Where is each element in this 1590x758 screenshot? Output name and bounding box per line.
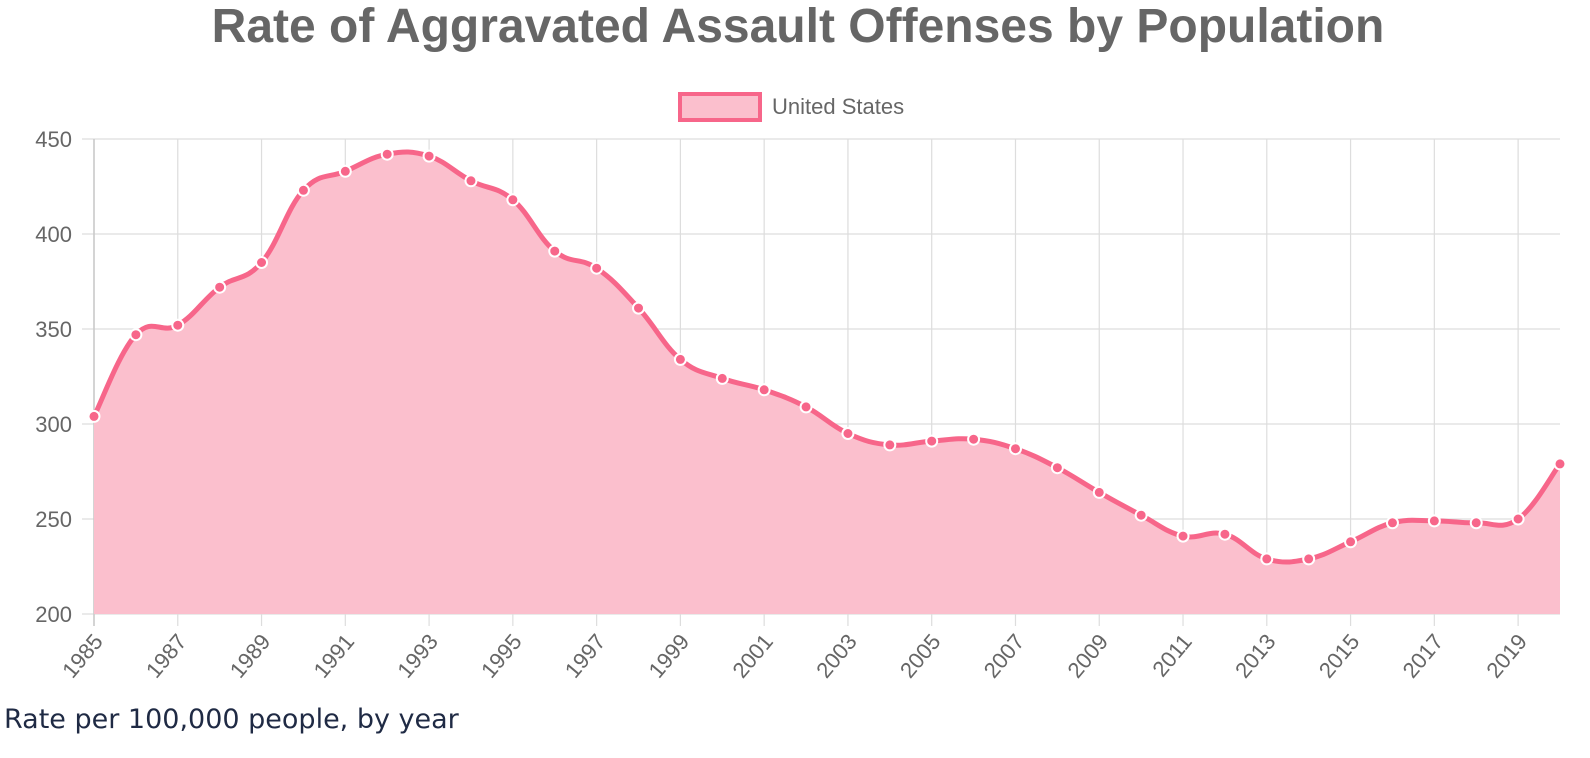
data-point: [422, 149, 436, 163]
x-tick-label: 1999: [644, 629, 695, 683]
data-point: [1344, 535, 1358, 549]
data-point: [87, 409, 101, 423]
data-point: [715, 371, 729, 385]
legend-label-united-states: United States: [772, 94, 904, 119]
data-point: [380, 147, 394, 161]
y-tick-label: 450: [35, 127, 72, 152]
data-point: [1008, 442, 1022, 456]
x-tick-label: 2017: [1398, 629, 1449, 683]
x-tick-label: 2015: [1314, 629, 1365, 683]
x-tick-label: 2005: [895, 629, 946, 683]
x-tick-label: 1985: [57, 629, 108, 683]
x-tick-label: 1995: [476, 629, 527, 683]
data-point: [967, 432, 981, 446]
y-axis-ticks: 200 250 300 350 400 450: [35, 127, 72, 627]
data-point: [213, 280, 227, 294]
data-points: [87, 147, 1567, 566]
x-axis-ticks: 1985 1987 1989 1991 1993 1995 1997 1999 2001 2003…: [57, 629, 1532, 683]
data-point: [1218, 527, 1232, 541]
data-point: [548, 244, 562, 258]
data-point: [296, 183, 310, 197]
legend-swatch: [678, 92, 762, 122]
y-tick-label: 250: [35, 507, 72, 532]
data-point: [757, 383, 771, 397]
area-fill: [94, 151, 1560, 614]
x-tick-label: 1997: [560, 629, 611, 683]
data-point: [1176, 529, 1190, 543]
data-point: [632, 301, 646, 315]
data-point: [255, 256, 269, 269]
x-tick-label: 2003: [811, 629, 862, 683]
x-tick-label: 1993: [392, 629, 443, 683]
data-point: [925, 434, 939, 448]
x-tick-label: 1987: [141, 629, 192, 683]
data-point: [1511, 512, 1525, 526]
data-point: [506, 193, 520, 207]
data-point: [171, 318, 185, 332]
data-point: [1134, 508, 1148, 522]
x-tick-label: 2019: [1481, 629, 1532, 683]
data-point: [1427, 514, 1441, 528]
data-point: [1260, 552, 1274, 566]
data-point: [338, 164, 352, 178]
x-tick-label: 2013: [1230, 629, 1281, 683]
y-tick-label: 200: [35, 602, 72, 627]
data-point: [1092, 485, 1106, 499]
data-point: [841, 427, 855, 440]
data-point: [799, 400, 813, 414]
legend[interactable]: United States: [678, 92, 904, 122]
data-point: [1302, 552, 1316, 566]
y-tick-label: 400: [35, 222, 72, 247]
data-point: [129, 328, 143, 342]
x-tick-label: 1991: [309, 629, 360, 683]
x-tick-label: 2001: [727, 629, 778, 683]
data-point: [590, 261, 604, 275]
chart-title: Rate of Aggravated Assault Offenses by P…: [212, 0, 1385, 53]
x-tick-label: 2009: [1062, 629, 1113, 683]
y-tick-label: 350: [35, 317, 72, 342]
data-point: [464, 174, 478, 188]
data-point: [1385, 516, 1399, 530]
y-tick-label: 300: [35, 412, 72, 437]
data-point: [1469, 516, 1483, 530]
x-tick-label: 2007: [979, 629, 1030, 683]
data-point: [673, 352, 687, 366]
data-point: [1553, 457, 1567, 471]
x-tick-label: 1989: [225, 629, 276, 683]
x-tick-label: 2011: [1147, 629, 1197, 681]
data-point: [883, 438, 897, 452]
data-point: [1050, 461, 1064, 475]
chart-caption: Rate per 100,000 people, by year: [4, 704, 459, 735]
